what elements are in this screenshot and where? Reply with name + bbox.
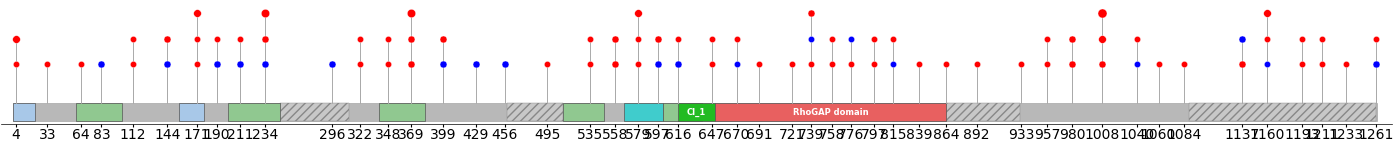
- Bar: [507, 103, 563, 121]
- Bar: [678, 103, 714, 121]
- Bar: [663, 103, 702, 121]
- Bar: [1188, 103, 1376, 121]
- Bar: [13, 103, 1377, 121]
- Bar: [714, 103, 946, 121]
- Text: Cl_1: Cl_1: [686, 108, 706, 117]
- Bar: [379, 103, 425, 121]
- Bar: [13, 103, 35, 121]
- Bar: [563, 103, 604, 121]
- Text: RhoGAP domain: RhoGAP domain: [793, 108, 868, 117]
- Bar: [77, 103, 122, 121]
- Bar: [280, 103, 350, 121]
- Bar: [624, 103, 663, 121]
- Bar: [179, 103, 204, 121]
- Bar: [946, 103, 1021, 121]
- Bar: [228, 103, 280, 121]
